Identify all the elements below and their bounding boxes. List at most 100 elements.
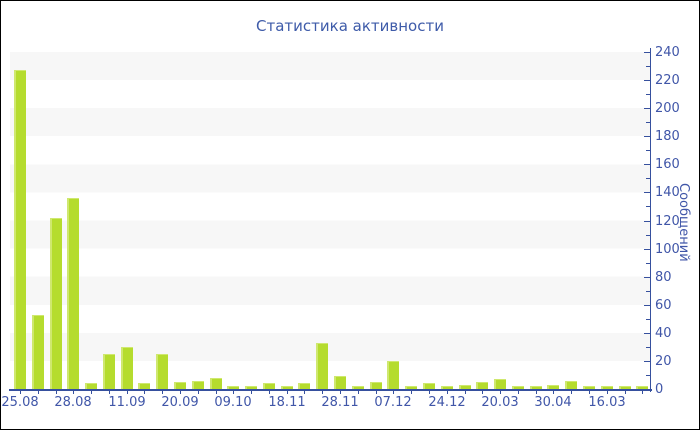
y-axis-tick-label: 0	[655, 382, 664, 397]
x-axis-tick-label: 07.12	[374, 395, 412, 410]
y-axis-tick	[644, 221, 650, 222]
bar	[440, 386, 453, 389]
x-axis-tick	[269, 391, 270, 394]
bar	[102, 354, 115, 389]
y-axis-tick	[646, 235, 650, 236]
plot-area	[10, 52, 650, 389]
bar	[209, 378, 222, 389]
bar	[14, 70, 26, 389]
y-axis-tick	[644, 164, 650, 165]
y-axis-tick	[644, 52, 650, 53]
y-axis-tick	[646, 66, 650, 67]
x-axis-tick	[304, 391, 305, 394]
bar	[494, 379, 507, 389]
y-axis-tick	[646, 347, 650, 348]
y-axis-tick	[644, 108, 650, 109]
bar	[529, 386, 542, 389]
bar	[49, 218, 62, 389]
x-axis-tick-label: 16.03	[588, 395, 626, 410]
x-axis-tick	[465, 391, 466, 394]
x-axis-tick	[91, 391, 92, 394]
y-axis-title: Сообщений	[676, 183, 691, 262]
x-axis-tick	[625, 391, 626, 394]
bar	[156, 354, 169, 389]
x-axis-tick-label: 20.03	[481, 395, 519, 410]
bar	[476, 382, 489, 389]
x-axis-tick-label: 20.09	[161, 395, 199, 410]
x-axis-tick	[411, 391, 412, 394]
y-axis-tick	[644, 277, 650, 278]
y-axis-tick	[644, 333, 650, 334]
bar	[582, 386, 595, 389]
bar	[458, 385, 471, 389]
bar	[138, 383, 151, 389]
bar	[405, 386, 418, 389]
bar	[191, 381, 204, 389]
y-axis-tick-label: 220	[655, 73, 680, 88]
x-axis-tick	[56, 391, 57, 394]
bar	[618, 386, 631, 389]
x-axis-tick-label: 30.04	[534, 395, 572, 410]
bar	[298, 383, 311, 389]
y-axis-tick-label: 100	[655, 242, 680, 257]
bar	[369, 382, 382, 389]
y-axis-tick-label: 200	[655, 101, 680, 116]
x-axis-tick	[322, 391, 323, 394]
x-axis-tick	[127, 391, 128, 394]
x-axis-line	[9, 389, 652, 391]
bar	[422, 383, 435, 389]
x-axis-tick	[607, 391, 608, 394]
y-axis-tick-label: 40	[655, 326, 672, 341]
x-axis-tick-label: 11.09	[108, 395, 146, 410]
y-axis-tick	[644, 305, 650, 306]
y-axis-tick	[646, 375, 650, 376]
x-axis-tick	[536, 391, 537, 394]
bar	[280, 386, 293, 389]
y-axis-tick	[646, 122, 650, 123]
bar	[511, 386, 524, 389]
x-axis-tick	[518, 391, 519, 394]
x-axis-tick	[376, 391, 377, 394]
x-axis-tick	[447, 391, 448, 394]
bar	[31, 315, 44, 389]
x-axis-tick	[198, 391, 199, 394]
x-axis-tick	[429, 391, 430, 394]
y-axis-tick	[646, 291, 650, 292]
y-axis-tick-label: 140	[655, 185, 680, 200]
x-axis-tick-label: 18.11	[268, 395, 306, 410]
bar	[334, 376, 347, 389]
y-axis-tick-label: 240	[655, 45, 680, 60]
x-axis-tick	[287, 391, 288, 394]
x-axis-tick-label: 24.12	[428, 395, 466, 410]
bar	[387, 361, 400, 389]
bar	[316, 343, 329, 389]
bar	[227, 386, 240, 389]
bar	[67, 198, 80, 389]
x-axis-tick	[340, 391, 341, 394]
x-axis-tick	[180, 391, 181, 394]
x-axis-tick	[500, 391, 501, 394]
x-axis-tick	[571, 391, 572, 394]
x-axis-tick	[162, 391, 163, 394]
bar	[547, 385, 560, 389]
bar	[245, 386, 258, 389]
bar	[174, 382, 187, 389]
y-axis-tick	[644, 389, 650, 390]
x-axis-tick	[358, 391, 359, 394]
y-axis-tick	[646, 319, 650, 320]
y-axis-tick	[646, 94, 650, 95]
y-axis-tick	[644, 192, 650, 193]
x-axis-tick	[73, 391, 74, 394]
y-axis-tick-label: 120	[655, 214, 680, 229]
x-axis-tick	[216, 391, 217, 394]
y-axis-tick	[644, 361, 650, 362]
bar	[636, 386, 649, 389]
x-axis-tick-label: 28.11	[321, 395, 359, 410]
y-axis-tick-label: 60	[655, 298, 672, 313]
bar	[565, 381, 578, 389]
bar	[351, 386, 364, 389]
x-axis-tick	[233, 391, 234, 394]
chart-title: Статистика активности	[256, 17, 444, 35]
x-axis-tick-label: 28.08	[54, 395, 92, 410]
